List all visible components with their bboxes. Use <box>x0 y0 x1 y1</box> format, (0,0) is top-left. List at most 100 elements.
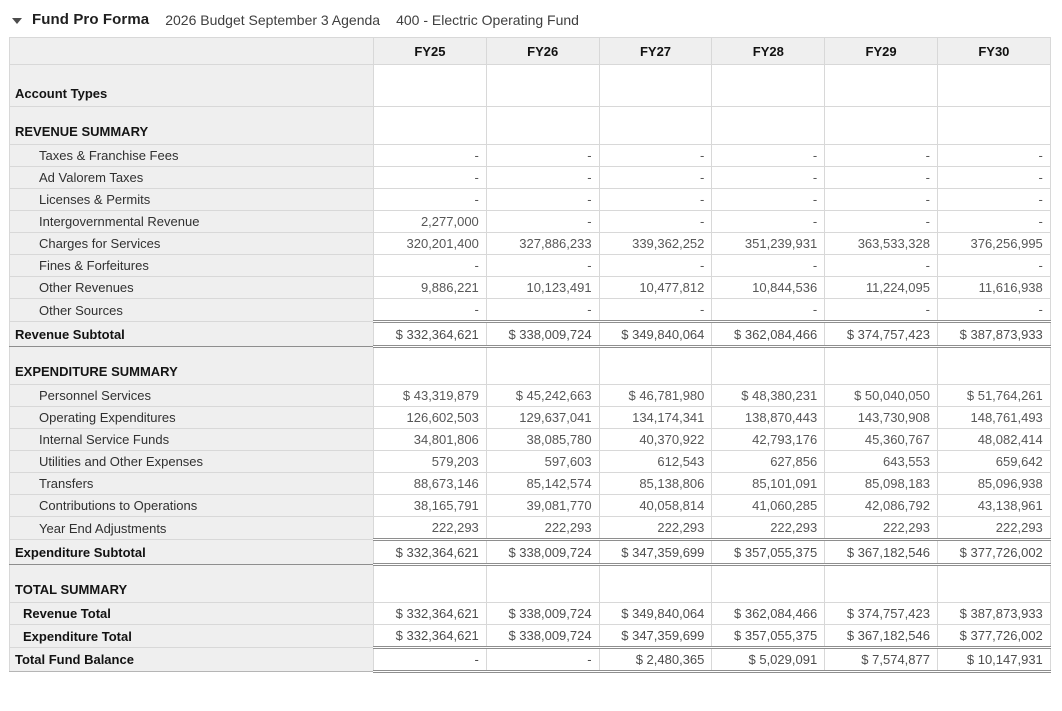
cell-value <box>373 106 487 145</box>
row-label: Transfers <box>9 472 374 495</box>
table-row: Fines & Forfeitures - - - - - - <box>9 254 1051 277</box>
table-row: Operating Expenditures 126,602,503 129,637… <box>9 406 1051 429</box>
cell-value: 222,293 <box>711 516 826 540</box>
cell-value <box>711 346 826 385</box>
column-header-fy27: FY27 <box>598 37 713 65</box>
pro-forma-table: FY25 FY26 FY27 FY28 FY29 FY30 Account Ty… <box>9 37 1051 673</box>
cell-value: - <box>598 144 713 167</box>
cell-value: 376,256,995 <box>936 232 1051 255</box>
cell-value: - <box>485 298 600 322</box>
cell-value <box>485 64 600 107</box>
cell-value: 126,602,503 <box>373 406 487 429</box>
cell-value: 363,533,328 <box>824 232 938 255</box>
cell-value: $ 374,757,423 <box>824 602 938 625</box>
row-label: Expenditure Subtotal <box>9 539 374 565</box>
cell-value: $ 338,009,724 <box>485 624 600 648</box>
cell-value: - <box>711 188 826 211</box>
cell-value: - <box>485 254 600 277</box>
cell-value: 10,844,536 <box>711 276 826 299</box>
row-label: Licenses & Permits <box>9 188 374 211</box>
cell-value: $ 10,147,931 <box>936 646 1051 673</box>
cell-value: 612,543 <box>598 450 713 473</box>
cell-value: $ 332,364,621 <box>373 538 487 566</box>
row-label: Year End Adjustments <box>9 516 374 540</box>
cell-value <box>598 106 713 145</box>
cell-value: $ 357,055,375 <box>711 624 826 648</box>
column-header-fy25: FY25 <box>373 37 487 65</box>
table-row: Ad Valorem Taxes - - - - - - <box>9 166 1051 189</box>
cell-value: - <box>824 188 938 211</box>
header-corner-cell <box>9 37 374 65</box>
cell-value <box>936 564 1051 603</box>
table-row: Licenses & Permits - - - - - - <box>9 188 1051 211</box>
cell-value: 643,553 <box>824 450 938 473</box>
cell-value: - <box>598 210 713 233</box>
cell-value: 10,477,812 <box>598 276 713 299</box>
cell-value: - <box>936 254 1051 277</box>
cell-value: 10,123,491 <box>485 276 600 299</box>
table-row: Revenue Subtotal $ 332,364,621 $ 338,009,7… <box>9 320 1051 348</box>
row-label: Personnel Services <box>9 384 374 407</box>
table-row: Charges for Services 320,201,400 327,886,2… <box>9 232 1051 255</box>
row-label: Ad Valorem Taxes <box>9 166 374 189</box>
cell-value <box>373 346 487 385</box>
cell-value: $ 43,319,879 <box>373 384 487 407</box>
cell-value: - <box>598 298 713 322</box>
cell-value: 222,293 <box>824 516 938 540</box>
budget-name-label: 2026 Budget September 3 Agenda <box>165 11 381 28</box>
cell-value: - <box>485 166 600 189</box>
cell-value: $ 332,364,621 <box>373 602 487 625</box>
cell-value: $ 349,840,064 <box>598 320 713 348</box>
cell-value: 48,082,414 <box>936 428 1051 451</box>
table-row: Intergovernmental Revenue 2,277,000- - - - - <box>9 210 1051 233</box>
cell-value: $ 367,182,546 <box>824 538 938 566</box>
cell-value: - <box>936 188 1051 211</box>
cell-value: $ 387,873,933 <box>936 320 1051 348</box>
cell-value <box>373 564 487 603</box>
cell-value <box>598 564 713 603</box>
cell-value: 45,360,767 <box>824 428 938 451</box>
cell-value: 85,098,183 <box>824 472 938 495</box>
row-label: Taxes & Franchise Fees <box>9 144 374 167</box>
row-label: Total Fund Balance <box>9 647 374 672</box>
cell-value: 579,203 <box>373 450 487 473</box>
cell-value: - <box>485 646 600 673</box>
table-row: REVENUE SUMMARY <box>9 106 1051 145</box>
cell-value: 40,058,814 <box>598 494 713 517</box>
table-row: Expenditure Subtotal $ 332,364,621 $ 338,0… <box>9 538 1051 566</box>
cell-value: - <box>824 254 938 277</box>
table-row: Personnel Services $ 43,319,879 $ 45,242,6… <box>9 384 1051 407</box>
cell-value: $ 367,182,546 <box>824 624 938 648</box>
cell-value: - <box>373 298 487 322</box>
cell-value <box>485 346 600 385</box>
table-row: Taxes & Franchise Fees - - - - - - <box>9 144 1051 167</box>
cell-value: - <box>373 254 487 277</box>
table-row: Total Fund Balance - - $ 2,480,365 $ 5,029,0… <box>9 646 1051 673</box>
table-header-row: FY25 FY26 FY27 FY28 FY29 FY30 <box>9 37 1051 65</box>
cell-value: 38,085,780 <box>485 428 600 451</box>
table-row: Account Types <box>9 64 1051 107</box>
cell-value: - <box>711 298 826 322</box>
collapse-caret-icon[interactable] <box>12 17 22 24</box>
cell-value: - <box>936 166 1051 189</box>
cell-value: 43,138,961 <box>936 494 1051 517</box>
cell-value: 351,239,931 <box>711 232 826 255</box>
cell-value: - <box>373 166 487 189</box>
cell-value: $ 377,726,002 <box>936 538 1051 566</box>
cell-value: - <box>824 144 938 167</box>
row-label: REVENUE SUMMARY <box>9 106 374 145</box>
cell-value <box>485 564 600 603</box>
table-row: Internal Service Funds 34,801,806 38,085,7… <box>9 428 1051 451</box>
cell-value: - <box>485 188 600 211</box>
cell-value: 11,224,095 <box>824 276 938 299</box>
cell-value: - <box>485 144 600 167</box>
table-row: Transfers 88,673,146 85,142,574 85,138,806 8… <box>9 472 1051 495</box>
cell-value: $ 362,084,466 <box>711 602 826 625</box>
cell-value: - <box>711 210 826 233</box>
row-label: Account Types <box>9 64 374 107</box>
cell-value: $ 338,009,724 <box>485 602 600 625</box>
cell-value <box>824 64 938 107</box>
table-row: Other Revenues 9,886,221 10,123,491 10,477,… <box>9 276 1051 299</box>
cell-value: 85,142,574 <box>485 472 600 495</box>
table-body: Account Types REVENUE SUMMARY Taxes & Fran… <box>9 64 1051 673</box>
